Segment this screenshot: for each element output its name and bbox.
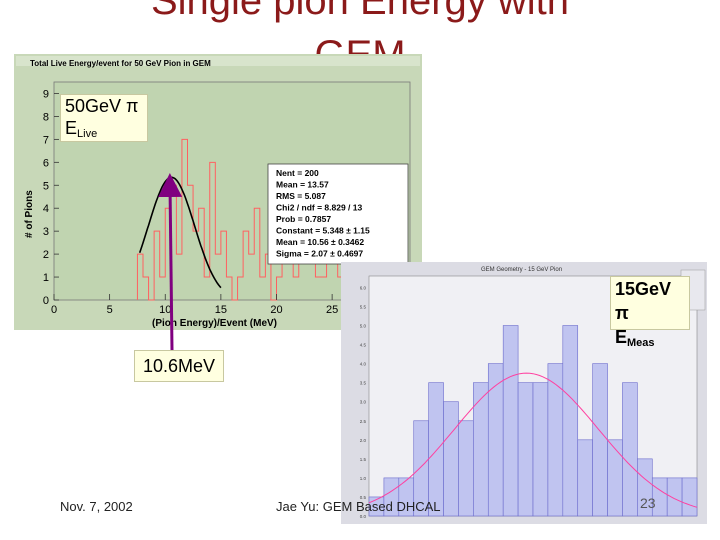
chart2-bar [532,382,549,517]
label2-main: 15GeV π [615,279,672,323]
slide-title-line1: Single pion Energy with [150,0,570,23]
chart2-bar [547,363,564,517]
label2-prefix: E [615,327,628,347]
chart2-ytick-label: 2.5 [360,419,367,424]
footer-author: Jae Yu: GEM Based DHCAL [276,499,441,514]
chart1-xtick-label: 25 [326,304,338,316]
footer-date: Nov. 7, 2002 [60,499,133,514]
page-number: 23 [640,495,656,511]
chart1-stat-line: Sigma = 2.07 ± 0.4697 [276,249,363,259]
chart2-bar [681,477,698,517]
chart1-ytick-label: 1 [43,272,49,284]
chart2-ytick-label: 4.5 [360,343,367,348]
chart2-ytick-label: 5.0 [360,324,367,329]
label2-energy: EMeas [615,325,689,355]
chart1-stat-line: Chi2 / ndf = 8.829 / 13 [276,203,362,213]
chart1-stat-line: Mean = 13.57 [276,180,329,190]
chart2-ytick-label: 0.5 [360,495,367,500]
label1-prefix: E [65,118,78,138]
chart2-bars [368,325,698,517]
chart1-xtick-label: 20 [270,304,282,316]
chart1-y-ticks: 0 1 2 3 4 5 6 7 8 9 [43,88,59,307]
chart2-bar [622,382,638,517]
chart2-bar [666,477,683,517]
chart1-title: Total Live Energy/event for 50 GeV Pion … [30,59,211,68]
chart1-ytick-label: 8 [43,111,49,123]
chart1-ytick-label: 2 [43,249,49,261]
chart2-ytick-label: 1.5 [360,457,367,462]
chart1-ytick-label: 3 [43,226,49,238]
chart2-bar [607,439,623,517]
chart1-y-axis-label: # of Pions [24,190,35,238]
chart2-bar [592,363,608,517]
chart1-stat-line: RMS = 5.087 [276,191,326,201]
chart2-ytick-label: 3.0 [360,400,367,405]
chart2-bar [577,439,593,517]
chart2-ytick-label: 5.5 [360,304,367,309]
chart1-stat-line: Nent = 200 [276,168,319,178]
chart2-fit-curve [368,372,698,508]
chart1-ytick-label: 4 [43,203,49,215]
chart1-ytick-label: 0 [43,295,49,307]
label1-main: 50GeV π [65,96,139,116]
label-15gev-meas: 15GeV π EMeas [610,276,690,349]
chart1-ytick-label: 5 [43,180,49,192]
peak-value-label: 10.6MeV [134,350,224,382]
chart1-stat-line: Prob = 0.7857 [276,214,331,224]
chart1-title-bar [16,56,420,66]
chart2-bar [517,382,534,517]
label-50gev-live: 50GeV π ELive [60,94,148,142]
measured-energy-chart-svg: GEM Geometry - 15 GeV Pion 0.0 0.5 1.0 1.5 2… [341,262,707,524]
chart2-ytick-label: 1.0 [360,476,367,481]
chart2-title: GEM Geometry - 15 GeV Pion [481,267,562,273]
chart1-xtick-label: 0 [51,304,57,316]
label1-energy: ELive [65,117,147,145]
chart1-stat-line: Constant = 5.348 ± 1.15 [276,226,370,236]
chart2-ytick-label: 0.0 [360,514,367,519]
chart2-bar [443,401,459,517]
chart2-ytick-label: 3.5 [360,381,367,386]
chart2-bar [428,382,444,517]
chart1-stats-box [267,163,409,265]
chart2-ytick-label: 2.0 [360,438,367,443]
chart1-ytick-label: 7 [43,134,49,146]
chart1-xtick-label: 5 [107,304,113,316]
label1-sub: Live [77,128,98,140]
chart2-ytick-label: 6.0 [360,285,367,290]
chart2-bar [487,363,504,517]
chart1-x-axis-label: (Pion Energy)/Event (MeV) [152,318,277,329]
chart1-xtick-label: 10 [159,304,171,316]
chart2-fit-path [368,372,698,508]
chart1-ytick-label: 9 [43,88,49,100]
chart2-bar [473,382,489,517]
chart1-ytick-label: 6 [43,157,49,169]
chart2-y-ticks: 0.0 0.5 1.0 1.5 2.0 2.5 3.0 3.5 4.0 4.5 5.0 5.5 6.0 [360,285,367,519]
chart2-bar [502,325,519,517]
chart2-bar [458,420,474,517]
label2-sub: Meas [627,337,655,349]
chart1-stat-line: Mean = 10.56 ± 0.3462 [276,237,364,247]
chart2-bar [562,325,579,517]
chart2-ytick-label: 4.0 [360,362,367,367]
chart1-xtick-label: 15 [215,304,227,316]
